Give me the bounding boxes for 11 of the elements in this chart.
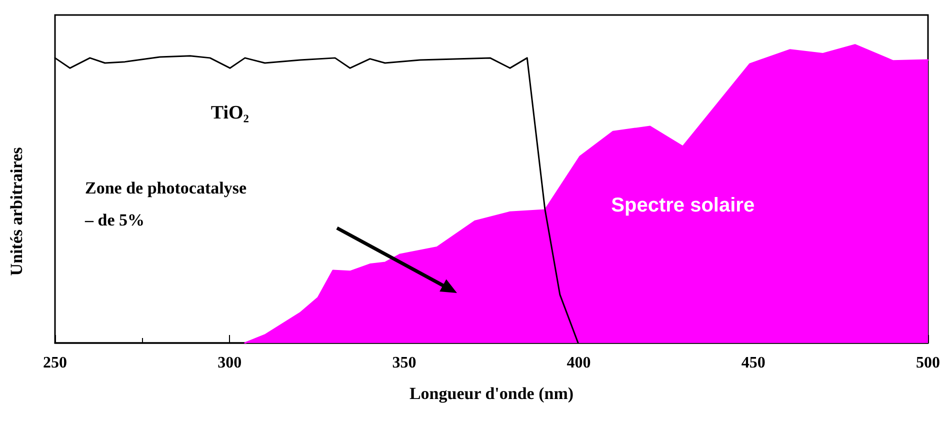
series-label: Spectre solaire	[611, 194, 755, 216]
y-axis-title: Unités arbitraires	[7, 146, 26, 276]
x-tick-label: 500	[916, 354, 940, 372]
x-tick-label: 300	[218, 354, 242, 372]
x-tick-label: 250	[43, 354, 67, 372]
text: TiO₂	[210, 102, 250, 124]
annotation: Zone de photocatalyse – de 5%	[84, 178, 247, 230]
x-tick-label: 350	[392, 354, 416, 372]
x-axis-title: Longueur d'onde (nm)	[409, 384, 574, 403]
x-tick-label: 450	[741, 354, 766, 372]
x-tick-label: 400	[566, 354, 591, 372]
